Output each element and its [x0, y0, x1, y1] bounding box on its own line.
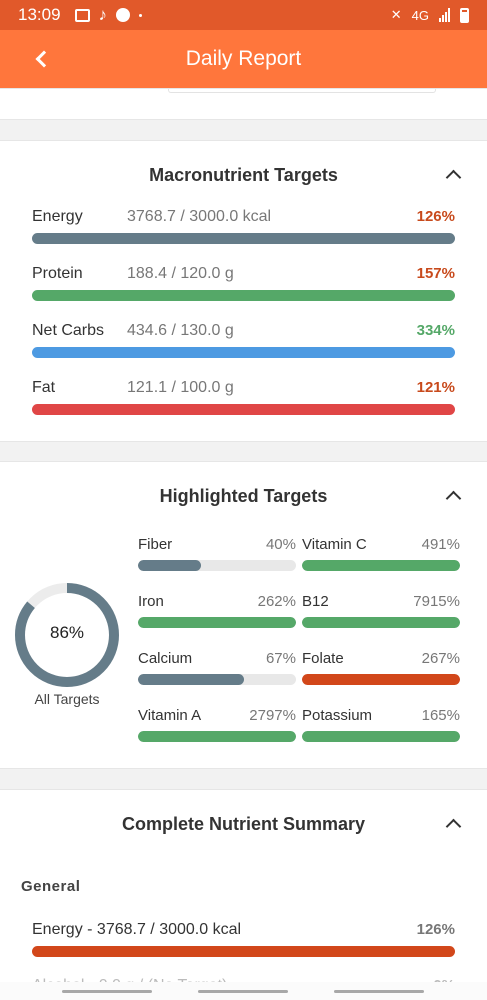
nav-handle-center[interactable]: [198, 990, 288, 993]
status-time: 13:09: [18, 5, 61, 24]
target-label: Potassium: [302, 707, 373, 724]
macro-row-net-carbs: Net Carbs 434.6 / 130.0 g 334%: [32, 322, 455, 362]
nav-handle-right[interactable]: [334, 990, 424, 993]
summary-label: Energy - 3768.7 / 3000.0 kcal: [32, 921, 242, 938]
target-bar-fill: [302, 617, 460, 628]
highlighted-target-vitamin-a[interactable]: Vitamin A 2797%: [138, 707, 296, 743]
status-bar: 13:09 ♪ ✕ 4G: [0, 0, 487, 30]
highlighted-title: Highlighted Targets: [159, 486, 328, 506]
target-percent: 165%: [421, 707, 460, 724]
previous-card-field: [168, 89, 436, 93]
mute-icon: ✕: [390, 7, 402, 22]
target-bar-track: [302, 560, 460, 571]
all-targets-percent: 86%: [49, 623, 85, 642]
target-percent: 267%: [421, 650, 460, 667]
target-label: Vitamin A: [138, 707, 202, 724]
target-label: B12: [302, 593, 329, 610]
summary-percent: 126%: [416, 921, 455, 938]
macro-value: 121.1 / 100.0 g: [127, 379, 234, 396]
battery-icon: [460, 7, 469, 23]
target-percent: 40%: [265, 536, 296, 553]
macro-percent: 121%: [416, 379, 455, 396]
all-targets-ring: [15, 583, 119, 687]
macro-value: 3768.7 / 3000.0 kcal: [127, 208, 272, 225]
target-bar-track: [302, 731, 460, 742]
highlighted-target-potassium[interactable]: Potassium 165%: [302, 707, 460, 743]
target-bar-track: [302, 617, 460, 628]
target-bar-fill: [138, 617, 296, 628]
highlighted-target-fiber[interactable]: Fiber 40%: [138, 536, 296, 572]
target-label: Fiber: [138, 536, 173, 553]
macro-value: 434.6 / 130.0 g: [127, 322, 234, 339]
target-bar-fill: [138, 674, 244, 685]
target-percent: 2797%: [249, 707, 296, 724]
target-label: Folate: [302, 650, 344, 667]
target-bar-fill: [138, 560, 202, 571]
macro-bar: [32, 290, 455, 301]
circle-notification-icon: [116, 8, 131, 22]
target-bar-fill: [138, 731, 296, 742]
target-bar-track: [302, 674, 460, 685]
complete-nutrient-summary-card: Complete Nutrient Summary General Energy…: [0, 789, 487, 1000]
previous-card: [0, 88, 487, 120]
highlighted-targets-card: Highlighted Targets 86% All Targets Fibe…: [0, 461, 487, 769]
more-notifications-icon: [139, 13, 143, 17]
target-bar-track: [138, 731, 296, 742]
network-type: 4G: [411, 7, 429, 23]
gesture-navigation-bar[interactable]: [0, 982, 487, 1000]
macro-bar: [32, 404, 455, 415]
highlighted-target-folate[interactable]: Folate 267%: [302, 650, 460, 686]
macro-row-protein: Protein 188.4 / 120.0 g 157%: [32, 265, 455, 305]
target-label: Vitamin C: [302, 536, 367, 553]
macro-label: Fat: [32, 379, 56, 396]
macro-row-energy: Energy 3768.7 / 3000.0 kcal 126%: [32, 208, 455, 248]
target-bar-fill: [302, 731, 460, 742]
page-title: Daily Report: [185, 47, 302, 70]
music-note-icon: ♪: [98, 5, 108, 24]
macro-bar: [32, 233, 455, 244]
highlighted-target-b12[interactable]: B12 7915%: [302, 593, 460, 629]
app-bar: Daily Report: [0, 30, 487, 88]
target-bar-fill: [302, 674, 460, 685]
macro-row-fat: Fat 121.1 / 100.0 g 121%: [32, 379, 455, 419]
target-percent: 491%: [421, 536, 460, 553]
summary-bar: [32, 946, 455, 957]
highlighted-target-vitamin-c[interactable]: Vitamin C 491%: [302, 536, 460, 572]
macro-title: Macronutrient Targets: [149, 165, 338, 185]
macro-percent: 157%: [416, 265, 455, 282]
back-button[interactable]: [28, 46, 54, 72]
highlighted-target-iron[interactable]: Iron 262%: [138, 593, 296, 629]
signal-icon: [439, 8, 450, 22]
chevron-left-icon: [35, 50, 53, 68]
macro-bar: [32, 347, 455, 358]
macro-percent: 334%: [416, 322, 455, 339]
target-bar-track: [138, 617, 296, 628]
macro-value: 188.4 / 120.0 g: [127, 265, 234, 282]
target-bar-fill: [302, 560, 460, 571]
summary-title: Complete Nutrient Summary: [121, 814, 366, 834]
macro-label: Protein: [32, 265, 83, 282]
target-percent: 262%: [257, 593, 296, 610]
target-percent: 7915%: [413, 593, 460, 610]
macro-label: Energy: [32, 208, 83, 225]
all-targets-label: All Targets: [34, 691, 100, 707]
target-percent: 67%: [265, 650, 296, 667]
macro-label: Net Carbs: [32, 322, 105, 339]
highlighted-target-calcium[interactable]: Calcium 67%: [138, 650, 296, 686]
target-label: Calcium: [138, 650, 193, 667]
target-label: Iron: [138, 593, 164, 610]
nav-handle-left[interactable]: [62, 990, 152, 993]
section-label-general: General: [21, 878, 81, 895]
gallery-notification-icon: [74, 8, 90, 22]
macronutrient-targets-card: Macronutrient Targets Energy 3768.7 / 30…: [0, 140, 487, 442]
target-bar-track: [138, 674, 296, 685]
target-bar-track: [138, 560, 296, 571]
macro-percent: 126%: [416, 208, 455, 225]
ring-progress: [15, 583, 119, 687]
